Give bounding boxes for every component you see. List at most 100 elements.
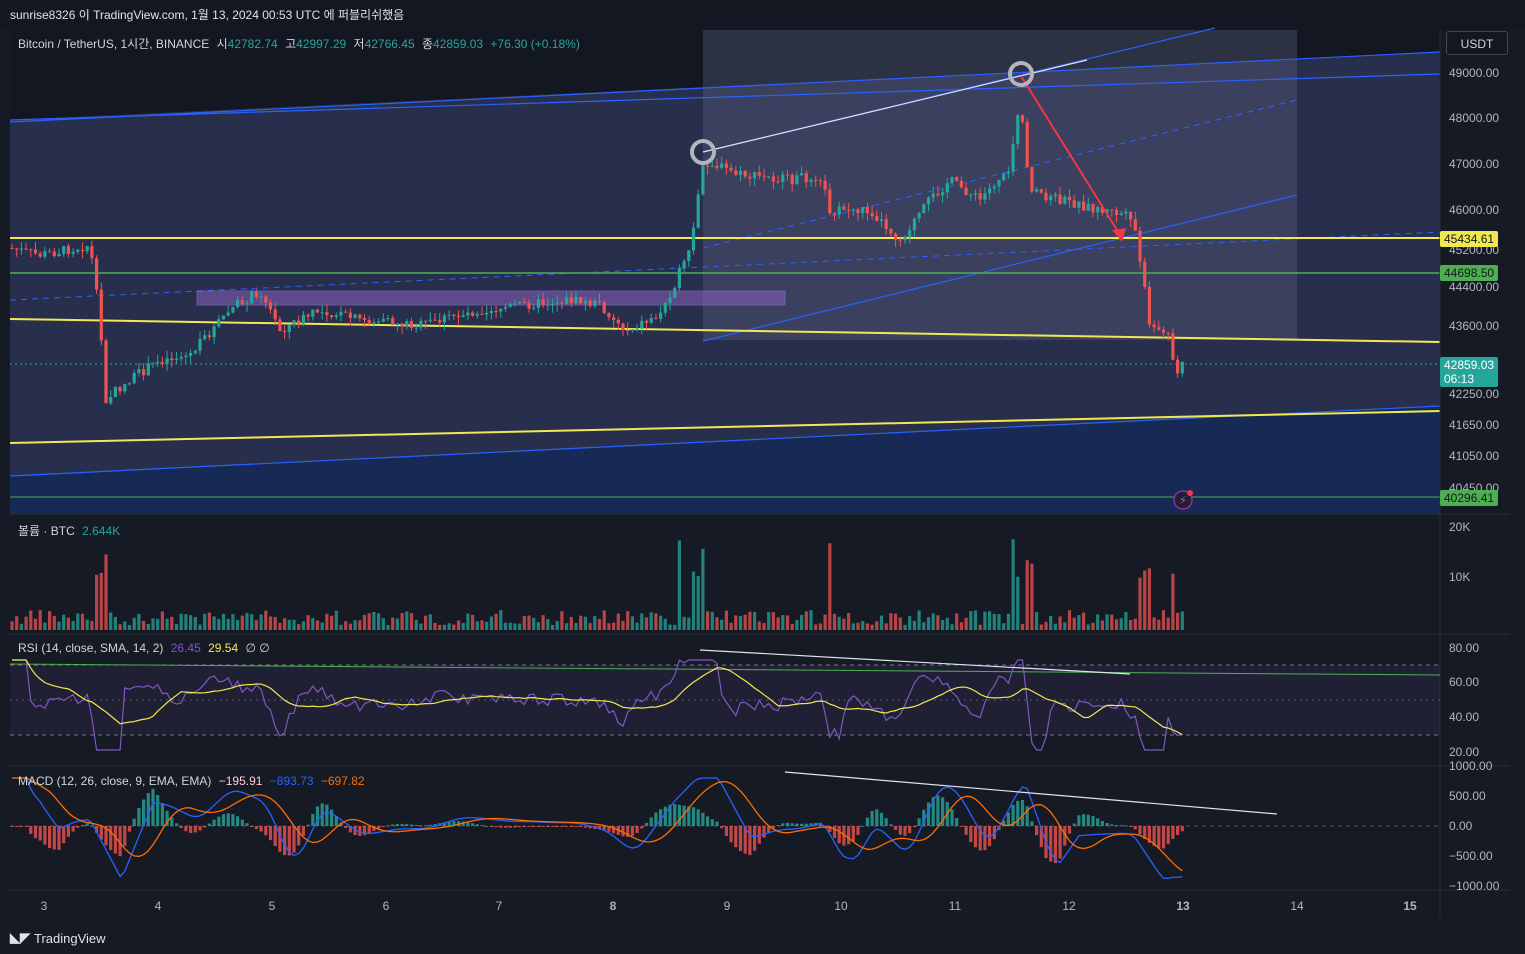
candle-body [409,321,414,328]
candle-body [870,213,874,217]
macd-hist-bar [442,822,446,826]
volume-bar [1002,623,1006,630]
volume-bar [212,616,216,630]
candle-body [283,330,287,332]
price-tick: 48000.00 [1449,111,1499,125]
volume-tick: 20K [1449,520,1470,534]
macd-hist-bar [1086,814,1090,826]
volume-bar [546,619,550,630]
symbol-legend[interactable]: Bitcoin / TetherUS, 1시간, BINANCE 시42782.… [18,37,580,51]
volume-bar [856,622,860,630]
macd-hist-bar [1105,823,1109,826]
macd-hist-bar [550,826,555,827]
publisher-text: sunrise8326 이 TradingView.com, 1월 13, 20… [10,8,405,22]
time-axis[interactable]: 3 4 5 6 7 8 9 10 11 12 13 14 15 [41,899,1417,913]
volume-bar [851,623,855,630]
macd-hist-bar [344,826,348,829]
volume-bar [395,618,399,630]
candle-body [273,309,277,320]
macd-hist-bar [1138,826,1142,835]
volume-bar [898,617,902,630]
wedge-mid[interactable] [702,99,1298,249]
macd-hist-bar [174,823,179,826]
macd-divergence-line[interactable] [784,771,1278,815]
volume-bar [1124,612,1128,630]
volume-bar [254,620,258,630]
peak-trendline[interactable] [702,59,1088,153]
volume-bar [165,618,169,630]
volume-bar [762,622,766,630]
candle-body [113,387,117,398]
volume-bar [57,621,61,630]
peak-marker-2[interactable] [1008,61,1034,87]
macd-hist-bar [254,826,258,830]
volume-axis: 20K 10K [1449,520,1470,584]
macd-hist-bar [612,826,616,834]
macd-hist-bar [1147,826,1151,843]
footer-brand: TradingView [34,930,106,946]
macd-hist-bar [790,823,794,826]
consolidation-box[interactable] [196,290,786,306]
volume-bar [452,624,456,630]
channel-bottom[interactable] [9,405,1441,477]
publisher-bar: sunrise8326 이 TradingView.com, 1월 13, 20… [0,0,1525,30]
macd-hist-bar [1129,826,1133,827]
lightning-icon[interactable] [1173,490,1193,510]
macd-hist-bar [955,818,959,826]
channel-mid[interactable] [9,231,1441,301]
volume-bar [1044,621,1048,630]
volume-bar [818,623,822,630]
rsi-legend[interactable]: RSI (14, close, SMA, 14, 2) 26.45 29.54 … [18,641,274,655]
candle-body [292,320,296,325]
volume-bar [160,611,164,630]
yellow-trend-upper[interactable] [9,318,1441,343]
candle-body [71,251,75,254]
volume-bar [1138,577,1142,630]
channel-top-2[interactable] [9,73,1441,121]
candle-body [447,314,451,316]
macd-hist-bar [555,826,559,827]
macd-hist-bar [113,826,117,854]
currency-button[interactable]: USDT [1446,31,1508,55]
candle-body [118,387,122,392]
macd-hist-bar [419,825,423,827]
candle-body [1058,194,1062,204]
channel-top[interactable] [9,51,1441,123]
rsi-value: 26.45 [170,641,201,655]
volume-bar [1020,624,1025,630]
wedge-bottom[interactable] [702,194,1298,342]
candle-body [1082,201,1086,211]
candle-body [1114,209,1119,216]
peak-marker-1[interactable] [690,139,716,165]
volume-bar [334,610,338,630]
volume-bar [1016,576,1020,630]
macd-hist-bar [710,819,714,826]
macd-hist-bar [33,826,38,839]
candle-body [677,268,681,288]
volume-bar [757,621,761,630]
yellow-trend-lower[interactable] [9,410,1441,444]
macd-hist-bar [546,826,550,827]
candle-body [184,355,188,358]
macd-hist-bar [912,826,916,828]
macd-hist-bar [724,826,728,836]
candle-body [922,204,926,213]
candle-body [668,297,672,303]
volume-bar [1129,620,1133,630]
candle-body [790,174,794,185]
candle-body [1119,213,1123,216]
volume-bar [828,543,832,630]
volume-legend[interactable]: 볼륨 · BTC 2.644K [18,522,124,539]
tradingview-logo[interactable]: ◣◤ TradingView [10,930,106,946]
volume-bar [1091,622,1095,630]
macd-hist-bar [1180,826,1184,832]
price-tick: 49000.00 [1449,66,1499,80]
volume-bar [43,622,47,630]
macd-legend[interactable]: MACD (12, 26, close, 9, EMA, EMA) −195.9… [18,774,369,788]
macd-hist-bar [52,826,56,850]
volume-bar [1082,612,1086,630]
rsi-divergence-line[interactable] [699,649,1131,675]
drop-arrow[interactable] [1020,75,1123,239]
candle-body [127,383,132,385]
